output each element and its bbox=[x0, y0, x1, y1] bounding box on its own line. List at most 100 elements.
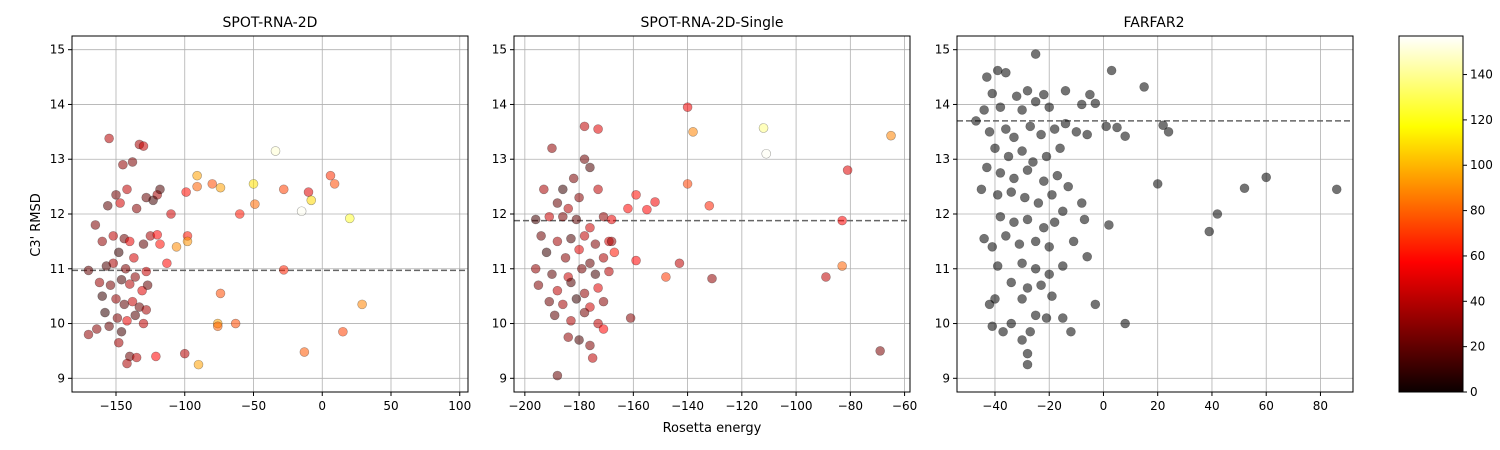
data-point bbox=[992, 65, 1003, 76]
data-point bbox=[1038, 89, 1049, 100]
data-point bbox=[642, 204, 652, 215]
data-point bbox=[587, 353, 598, 363]
data-point bbox=[990, 294, 1000, 304]
data-point bbox=[129, 253, 139, 263]
data-point bbox=[875, 346, 885, 356]
data-point bbox=[1044, 242, 1055, 252]
data-point bbox=[574, 244, 584, 255]
data-point bbox=[1041, 151, 1052, 162]
data-point bbox=[579, 121, 590, 132]
data-point bbox=[979, 105, 989, 115]
data-point bbox=[138, 141, 149, 151]
colorbar-tick-label: 60 bbox=[1470, 249, 1485, 263]
data-point bbox=[982, 162, 992, 173]
data-point bbox=[1060, 118, 1071, 129]
data-point bbox=[1261, 172, 1272, 183]
data-point bbox=[560, 253, 571, 263]
data-point bbox=[101, 261, 112, 271]
data-point bbox=[1055, 143, 1065, 154]
data-point bbox=[1106, 65, 1117, 76]
data-point bbox=[1204, 226, 1215, 237]
data-point bbox=[250, 199, 260, 209]
data-point bbox=[248, 179, 259, 189]
x-tick-label: 0 bbox=[1100, 399, 1108, 413]
data-point bbox=[1044, 102, 1055, 112]
data-point bbox=[115, 198, 125, 208]
data-point bbox=[113, 337, 124, 348]
x-axis-label: Rosetta energy bbox=[663, 421, 762, 436]
data-point bbox=[1022, 348, 1033, 359]
data-point bbox=[94, 277, 105, 288]
data-point bbox=[105, 280, 116, 291]
colorbar-gradient bbox=[1398, 35, 1464, 393]
data-point bbox=[299, 347, 310, 357]
data-point bbox=[1085, 89, 1095, 100]
data-point bbox=[122, 358, 132, 369]
data-point bbox=[357, 299, 367, 310]
data-point bbox=[995, 211, 1006, 222]
data-point bbox=[1025, 326, 1036, 337]
data-point bbox=[1090, 98, 1101, 109]
data-point bbox=[1022, 85, 1033, 96]
data-point bbox=[590, 239, 601, 249]
data-point bbox=[122, 315, 132, 326]
points bbox=[971, 49, 1342, 370]
data-point bbox=[111, 294, 121, 304]
data-point bbox=[682, 179, 693, 189]
data-point bbox=[631, 255, 641, 266]
x-tick-label: 40 bbox=[1204, 399, 1219, 413]
data-point bbox=[571, 214, 582, 225]
data-point bbox=[625, 313, 636, 323]
data-point bbox=[593, 184, 603, 195]
data-point bbox=[192, 170, 202, 181]
data-point bbox=[979, 233, 989, 244]
data-point bbox=[1057, 261, 1068, 271]
data-point bbox=[987, 321, 998, 332]
data-point bbox=[1003, 151, 1014, 162]
data-point bbox=[1030, 263, 1041, 274]
data-point bbox=[990, 143, 1000, 154]
data-point bbox=[1017, 146, 1027, 156]
data-point bbox=[992, 261, 1003, 271]
data-point bbox=[971, 116, 981, 126]
data-point bbox=[558, 211, 568, 222]
data-point bbox=[181, 187, 191, 197]
data-point bbox=[141, 305, 152, 315]
data-point bbox=[541, 247, 552, 258]
colorbar-tick-label: 20 bbox=[1470, 340, 1485, 354]
data-point bbox=[558, 299, 568, 310]
data-point bbox=[1071, 127, 1082, 137]
data-point bbox=[886, 130, 896, 141]
data-point bbox=[539, 184, 549, 195]
data-point bbox=[234, 209, 245, 219]
data-point bbox=[585, 340, 595, 351]
panel-title: FARFAR2 bbox=[1123, 15, 1184, 31]
scatter-panel-spot-rna-2d: SPOT-RNA-2D −150 −100 −50 0 50 100 9 10 11 12 13 14… bbox=[50, 15, 471, 413]
data-point bbox=[590, 269, 601, 280]
data-point bbox=[598, 324, 609, 334]
data-point bbox=[215, 288, 226, 299]
data-point bbox=[1006, 318, 1017, 329]
data-point bbox=[152, 230, 163, 240]
data-point bbox=[530, 263, 541, 274]
data-point bbox=[593, 124, 603, 134]
data-point bbox=[1006, 187, 1017, 197]
x-tick-label: 80 bbox=[1313, 399, 1328, 413]
data-point bbox=[585, 222, 595, 233]
data-point bbox=[563, 203, 574, 214]
data-point bbox=[120, 263, 131, 274]
data-point bbox=[141, 266, 152, 277]
data-point bbox=[207, 179, 218, 189]
data-point bbox=[533, 280, 544, 291]
data-point bbox=[1022, 283, 1033, 293]
data-point bbox=[552, 236, 563, 247]
data-point bbox=[155, 239, 165, 249]
data-point bbox=[329, 179, 340, 189]
data-point bbox=[704, 200, 715, 211]
data-point bbox=[1139, 82, 1149, 92]
data-point bbox=[1036, 280, 1046, 291]
y-tick-label: 15 bbox=[50, 43, 65, 57]
data-point bbox=[1052, 170, 1063, 181]
data-point bbox=[192, 181, 202, 192]
data-point bbox=[604, 266, 614, 277]
